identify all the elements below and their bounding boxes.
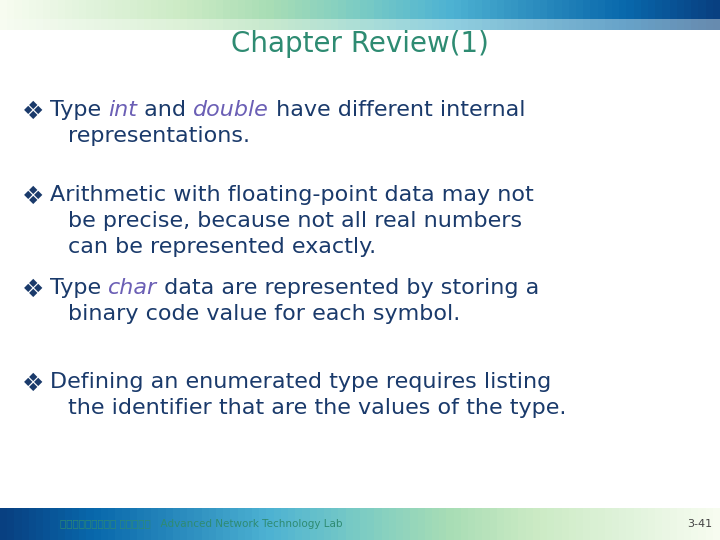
- Text: and: and: [138, 100, 194, 120]
- Text: Type: Type: [50, 278, 108, 298]
- Text: Type: Type: [50, 100, 108, 120]
- Text: be precise, because not all real numbers: be precise, because not all real numbers: [68, 211, 522, 231]
- Text: 3-41: 3-41: [687, 519, 712, 529]
- Text: ❖: ❖: [22, 100, 45, 124]
- Text: char: char: [108, 278, 158, 298]
- Text: Chapter Review(1): Chapter Review(1): [231, 30, 489, 58]
- Text: binary code value for each symbol.: binary code value for each symbol.: [68, 304, 460, 324]
- Text: Arithmetic with floating-point data may not: Arithmetic with floating-point data may …: [50, 185, 534, 205]
- Text: ❖: ❖: [22, 185, 45, 209]
- Text: ❖: ❖: [22, 278, 45, 302]
- Text: data are represented by storing a: data are represented by storing a: [158, 278, 539, 298]
- Text: Defining an enumerated type requires listing: Defining an enumerated type requires lis…: [50, 372, 552, 392]
- Text: have different internal: have different internal: [269, 100, 526, 120]
- Text: int: int: [108, 100, 138, 120]
- Text: can be represented exactly.: can be represented exactly.: [68, 237, 376, 257]
- Text: ❖: ❖: [22, 372, 45, 396]
- Text: the identifier that are the values of the type.: the identifier that are the values of th…: [68, 398, 567, 418]
- Text: double: double: [194, 100, 269, 120]
- Text: representations.: representations.: [68, 126, 250, 146]
- Text: 中正大學通訊工程系 潘仁義老師   Advanced Network Technology Lab: 中正大學通訊工程系 潘仁義老師 Advanced Network Technol…: [60, 519, 343, 529]
